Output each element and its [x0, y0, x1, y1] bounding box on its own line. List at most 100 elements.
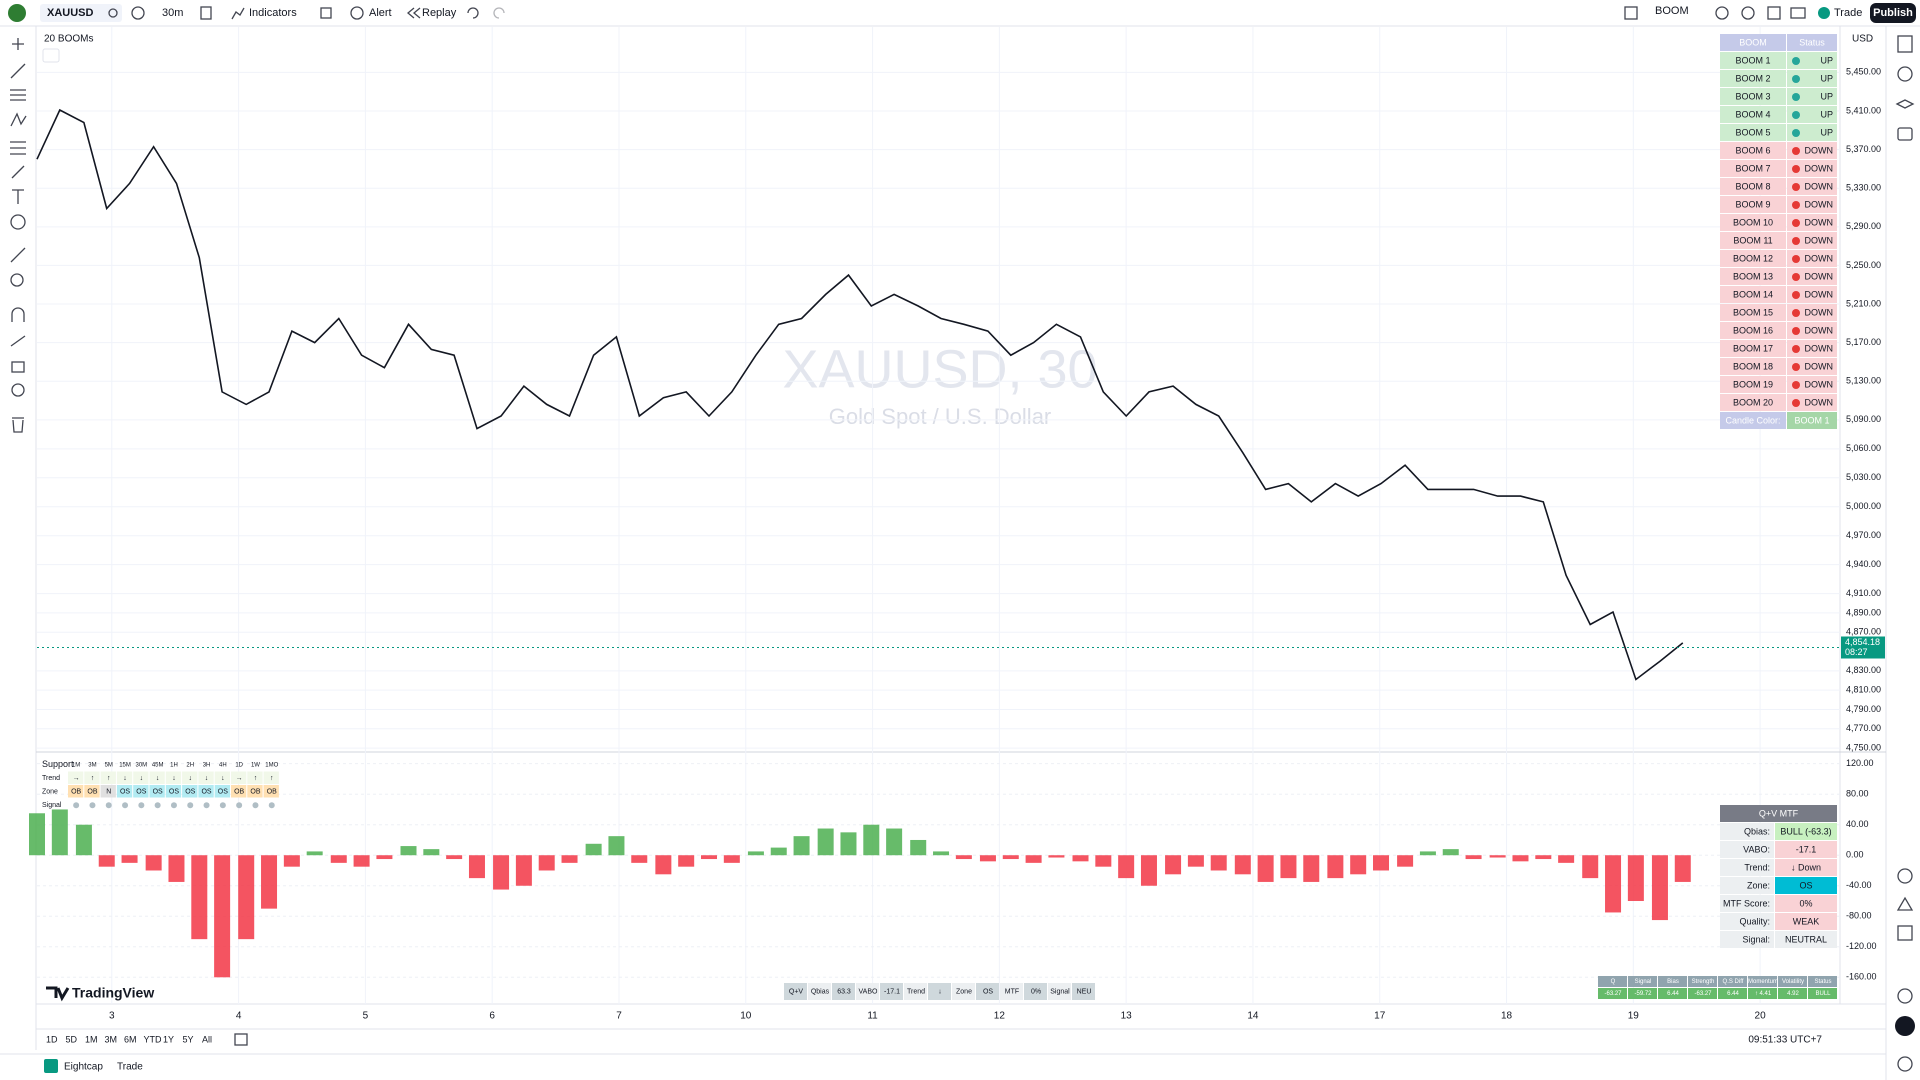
- hide-tool[interactable]: [11, 383, 25, 397]
- replay-icon[interactable]: [406, 7, 421, 19]
- notifications-icon[interactable]: [1897, 988, 1913, 1004]
- range-button[interactable]: 1M: [85, 1034, 98, 1044]
- range-button[interactable]: 1Y: [163, 1034, 174, 1044]
- settings-icon[interactable]: [1741, 6, 1755, 20]
- delete-tool[interactable]: [12, 417, 24, 433]
- watch-icon[interactable]: [108, 8, 118, 18]
- histogram-bar: [1605, 855, 1622, 913]
- symbol-search[interactable]: [40, 4, 122, 22]
- support-cell-text: ↑: [270, 775, 274, 782]
- boom-name: BOOM 4: [1735, 109, 1770, 119]
- apps-icon[interactable]: [1895, 1016, 1915, 1036]
- emoji-tool[interactable]: [10, 214, 26, 230]
- range-button[interactable]: All: [202, 1034, 212, 1044]
- watchlist-icon[interactable]: [1897, 35, 1913, 53]
- histogram-bar: [353, 855, 370, 867]
- publish[interactable]: Publish: [1873, 7, 1913, 19]
- fib-tool[interactable]: [10, 89, 26, 101]
- histogram-bar: [1350, 855, 1367, 875]
- brand-logo: [46, 986, 70, 1002]
- target-icon[interactable]: [1897, 868, 1913, 884]
- status-dot: [1792, 273, 1800, 281]
- replay[interactable]: Replay: [422, 7, 457, 19]
- support-header: 1MO: [265, 762, 278, 768]
- status-dot: [1792, 147, 1800, 155]
- pattern-tool[interactable]: [10, 112, 27, 127]
- signal-icon: [219, 802, 226, 809]
- fullscreen-icon[interactable]: [1767, 6, 1781, 20]
- compare-icon[interactable]: [131, 6, 145, 20]
- broker[interactable]: Eightcap: [64, 1062, 103, 1073]
- calendar-icon[interactable]: [1897, 925, 1913, 941]
- chat-icon[interactable]: [1897, 127, 1913, 141]
- trade[interactable]: Trade: [1834, 7, 1862, 19]
- layout-icon[interactable]: [1624, 6, 1638, 20]
- alert[interactable]: Alert: [369, 7, 392, 19]
- status-trade[interactable]: Trade: [117, 1062, 143, 1073]
- range-button[interactable]: 5Y: [183, 1034, 194, 1044]
- x-tick-label: 18: [1501, 1011, 1513, 1022]
- histogram-bar: [678, 855, 695, 867]
- y-tick-label: 5,090.00: [1846, 414, 1881, 424]
- boom-cell: [1787, 70, 1837, 87]
- strip-text: Q+V: [789, 988, 804, 995]
- range-button[interactable]: YTD: [144, 1034, 163, 1044]
- support-cell-text: →: [73, 775, 80, 782]
- interval[interactable]: 30m: [162, 7, 183, 19]
- legend-collapse[interactable]: [42, 48, 60, 63]
- go-to-date[interactable]: [234, 1033, 248, 1046]
- boom-cell: [1787, 88, 1837, 105]
- search-icon[interactable]: [1715, 6, 1729, 20]
- watermark-symbol: XAUUSD, 30: [782, 339, 1097, 399]
- alert-icon[interactable]: [350, 6, 364, 20]
- crosshair-tool[interactable]: [12, 38, 24, 50]
- brush-tool[interactable]: [11, 165, 25, 179]
- text-tool[interactable]: [12, 189, 24, 204]
- boom-status: DOWN: [1805, 379, 1834, 389]
- ideas-icon[interactable]: [1896, 896, 1914, 911]
- avatar[interactable]: [8, 4, 26, 22]
- boom-cell: [1720, 88, 1786, 105]
- indicators[interactable]: Indicators: [249, 7, 297, 19]
- support-cell: [100, 785, 116, 798]
- range-button[interactable]: 1D: [46, 1034, 58, 1044]
- boom-header: BOOM: [1739, 37, 1767, 47]
- range-button[interactable]: 5D: [66, 1034, 78, 1044]
- signal-icon: [252, 802, 259, 809]
- boom-name: BOOM 6: [1735, 145, 1770, 155]
- strip-text: NEU: [1077, 988, 1092, 995]
- support-header: 3M: [88, 762, 96, 768]
- layout-name[interactable]: BOOM: [1655, 5, 1689, 17]
- trade-icon[interactable]: [1818, 7, 1830, 19]
- histogram-bar: [538, 855, 555, 871]
- histogram-bar: [747, 851, 764, 856]
- measure-tool[interactable]: [10, 247, 26, 263]
- undo-icon[interactable]: [467, 7, 479, 19]
- chart-type-icon[interactable]: [200, 6, 212, 20]
- signal-icon: [187, 802, 194, 809]
- zoom-tool[interactable]: [10, 273, 24, 287]
- range-button[interactable]: 3M: [105, 1034, 118, 1044]
- redo-icon[interactable]: [493, 7, 505, 19]
- publish-button[interactable]: [1870, 3, 1916, 23]
- trendline-tool[interactable]: [10, 63, 26, 79]
- symbol[interactable]: XAUUSD: [47, 7, 94, 19]
- y-tick-label: 4,750.00: [1846, 742, 1881, 752]
- indicators-icon[interactable]: [231, 7, 245, 20]
- magnet-tool[interactable]: [11, 307, 25, 322]
- currency[interactable]: USD: [1852, 34, 1873, 45]
- range-button[interactable]: 6M: [124, 1034, 137, 1044]
- help-icon[interactable]: [1897, 1056, 1913, 1072]
- histogram-bar: [1327, 855, 1344, 879]
- snapshot-icon[interactable]: [1790, 7, 1806, 19]
- stay-drawing-tool[interactable]: [10, 335, 26, 347]
- forecast-tool[interactable]: [10, 141, 26, 155]
- indicator-legend[interactable]: 20 BOOMs: [44, 34, 93, 45]
- top-toolbar: [0, 0, 1920, 26]
- y-tick-label: 4,810.00: [1846, 685, 1881, 695]
- lock-tool[interactable]: [11, 361, 25, 373]
- layers-icon[interactable]: [1895, 99, 1915, 109]
- alerts-icon[interactable]: [1897, 66, 1913, 82]
- templates-icon[interactable]: [320, 7, 332, 19]
- y-tick-label: 5,450.00: [1846, 67, 1881, 77]
